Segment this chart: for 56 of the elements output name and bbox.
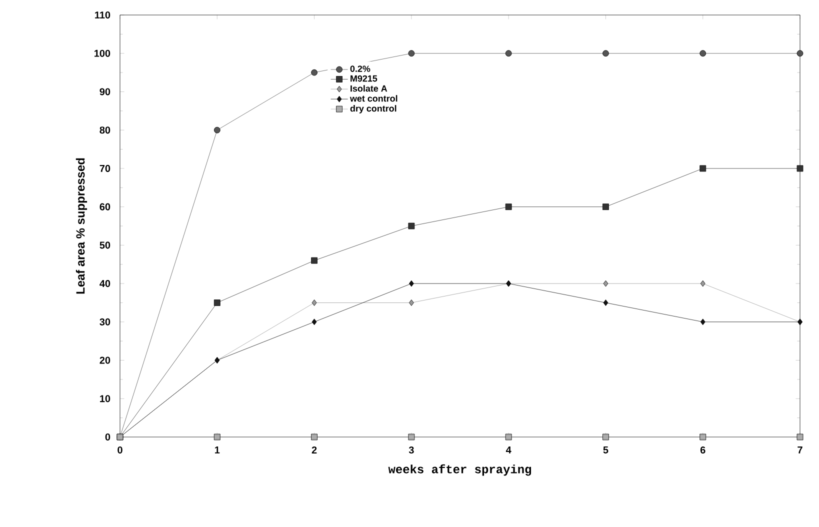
point (602, 204, 609, 210)
point (312, 300, 317, 306)
point (700, 165, 706, 172)
x-tick-label: 6 (700, 446, 706, 454)
y-tick-label: 50 (100, 242, 110, 249)
point (603, 300, 608, 306)
point (796, 434, 804, 440)
point (796, 50, 804, 57)
point (408, 280, 414, 287)
point (214, 434, 220, 440)
legend-label: dry control (350, 105, 396, 114)
y-tick-label: 110 (95, 11, 110, 19)
point (312, 318, 317, 326)
x-tick-label: 0 (118, 446, 122, 454)
x-tick-label: 4 (506, 446, 512, 454)
y-tick-label: 10 (100, 395, 110, 402)
point (311, 257, 318, 264)
point (505, 50, 512, 57)
point (408, 300, 414, 306)
x-tick-label: 3 (408, 446, 414, 454)
point (311, 69, 318, 76)
point (505, 204, 512, 210)
x-axis-title: weeks after spraying (388, 464, 532, 476)
legend-label: M9215 (350, 75, 378, 82)
x-tick-label: 5 (603, 446, 608, 454)
legend-label: wet control (350, 95, 398, 102)
x-tick-label: 1 (215, 446, 220, 454)
point (602, 434, 609, 440)
y-tick-label: 70 (100, 164, 110, 172)
point (214, 126, 220, 134)
point (311, 434, 318, 440)
y-tick-label: 30 (100, 318, 110, 326)
point (408, 434, 415, 440)
y-tick-label: 60 (100, 203, 110, 210)
point (700, 280, 706, 287)
point (505, 434, 512, 440)
y-tick-label: 0 (105, 433, 110, 441)
y-tick-label: 100 (94, 50, 110, 57)
point (602, 50, 609, 57)
point (408, 222, 415, 230)
y-tick-label: 40 (100, 280, 110, 288)
point (700, 50, 706, 57)
point (796, 165, 804, 172)
point (700, 318, 706, 326)
point (408, 50, 415, 57)
point (700, 434, 706, 440)
y-tick-label: 90 (100, 88, 110, 96)
point (214, 300, 220, 306)
x-tick-label: 2 (312, 446, 317, 454)
point (603, 280, 608, 287)
y-tick-label: 80 (100, 126, 110, 134)
legend-label: Isolate A (350, 85, 388, 92)
y-axis-title: Leaf area % suppressed (76, 158, 88, 294)
y-tick-label: 20 (100, 356, 110, 364)
x-tick-label: 7 (798, 446, 802, 454)
legend-label: 0.2% (350, 66, 370, 72)
